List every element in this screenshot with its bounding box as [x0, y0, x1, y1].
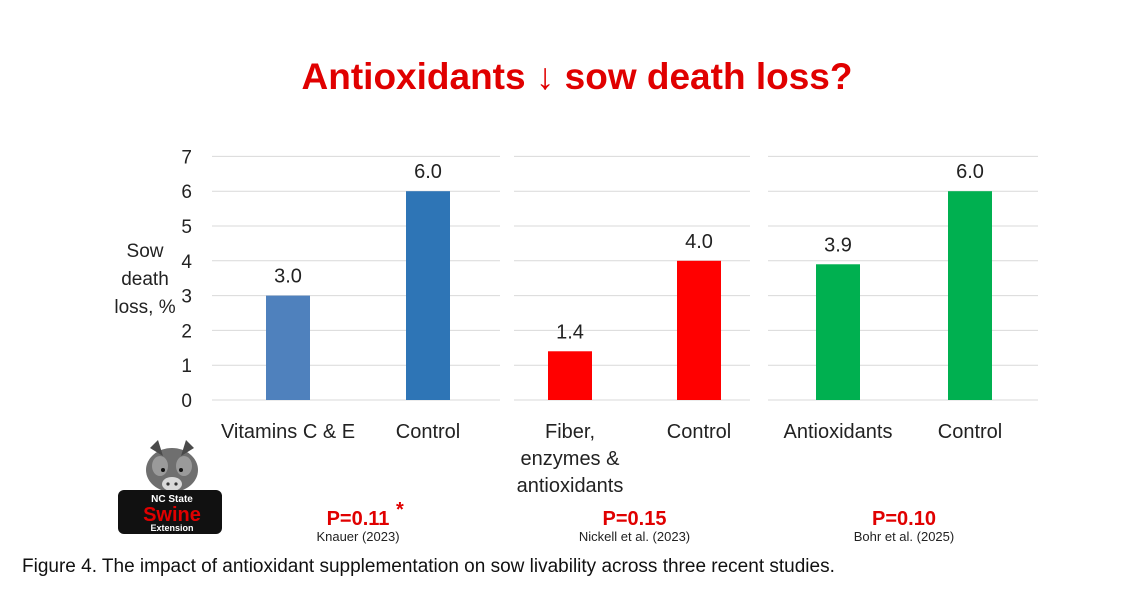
y-axis-label-line: Sow [127, 241, 164, 262]
p-value: P=0.10 [872, 508, 936, 530]
y-tick-label: 3 [181, 287, 192, 308]
figure-caption: Figure 4. The impact of antioxidant supp… [22, 556, 835, 577]
y-tick-label: 4 [181, 252, 192, 273]
bar [816, 264, 860, 400]
chart-title: Antioxidants ↓ sow death loss? [302, 56, 853, 97]
category-label: Vitamins C & E [221, 421, 355, 443]
gridlines [212, 155, 1038, 401]
logo-line1: NC State [151, 494, 193, 505]
p-value: P=0.15 [603, 508, 667, 530]
y-axis-ticks: 0 1 2 3 4 5 6 7 [181, 147, 192, 412]
y-axis-label-line: loss, % [114, 297, 175, 318]
data-label: 3.9 [824, 234, 852, 256]
data-label: 4.0 [685, 231, 713, 253]
data-label: 3.0 [274, 266, 302, 288]
y-tick-label: 6 [181, 182, 192, 203]
y-tick-label: 5 [181, 217, 192, 238]
y-tick-label: 1 [181, 356, 192, 377]
significance-marker: * [396, 499, 404, 521]
bar [406, 191, 450, 400]
bar [948, 191, 992, 400]
citation: Bohr et al. (2025) [854, 529, 954, 544]
category-label: Control [667, 421, 731, 443]
y-axis-label-line: death [121, 269, 169, 290]
category-label: Antioxidants [784, 421, 893, 443]
nc-state-swine-logo: NC State Swine Extension [113, 437, 227, 540]
category-label: Control [396, 421, 460, 443]
citation: Knauer (2023) [316, 529, 399, 544]
logo-line3: Extension [150, 523, 193, 533]
logo-line2: Swine [143, 504, 201, 526]
bars [266, 191, 992, 400]
bar [548, 351, 592, 400]
citation: Nickell et al. (2023) [579, 529, 690, 544]
bar [266, 295, 310, 400]
category-label: Fiber, [545, 421, 595, 443]
data-label: 6.0 [414, 161, 442, 183]
category-label: antioxidants [517, 475, 624, 497]
pig-icon [146, 440, 198, 492]
category-label: Control [938, 421, 1002, 443]
data-labels: 3.0 6.0 1.4 4.0 3.9 6.0 [274, 161, 984, 343]
p-value: P=0.11 [327, 508, 390, 530]
y-tick-label: 0 [181, 391, 192, 412]
category-label: enzymes & [521, 448, 621, 470]
data-label: 1.4 [556, 321, 584, 343]
data-label: 6.0 [956, 161, 984, 183]
y-tick-label: 2 [181, 321, 192, 342]
bar [677, 260, 721, 400]
y-axis-label: Sow death loss, % [114, 241, 175, 318]
category-labels: Vitamins C & E Control Fiber, enzymes & anti… [221, 421, 1002, 497]
y-tick-label: 7 [181, 147, 192, 168]
